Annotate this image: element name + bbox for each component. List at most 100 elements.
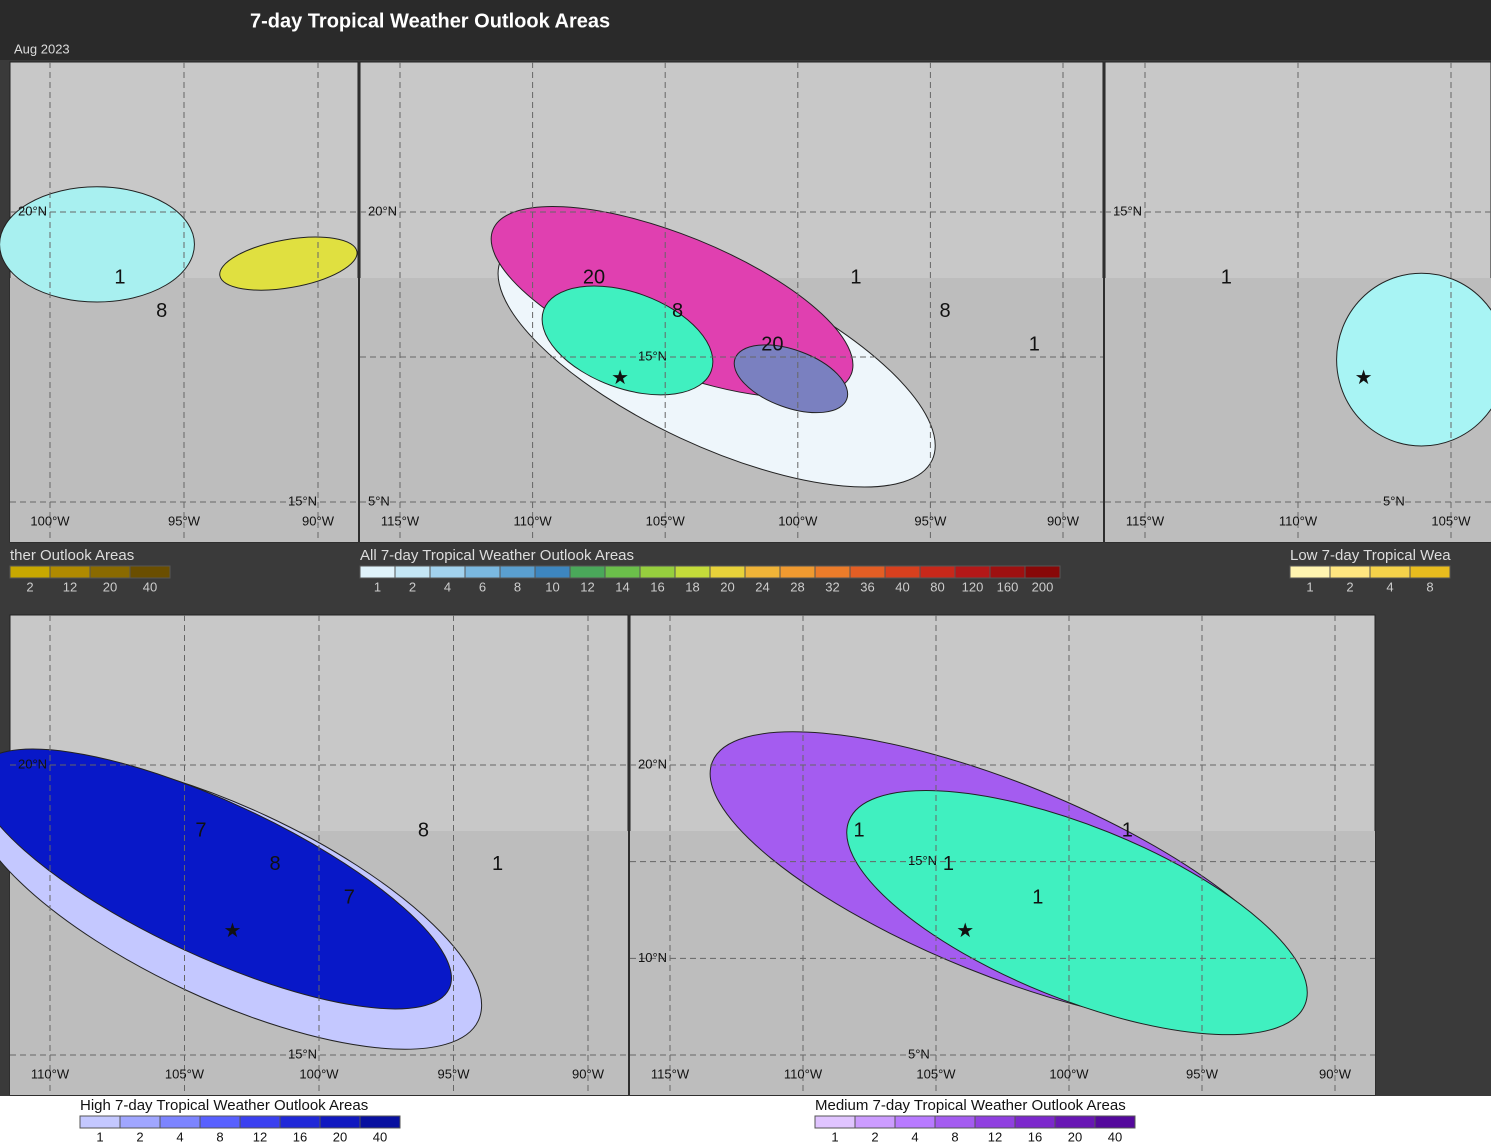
legend-swatch	[279, 1115, 321, 1129]
lon-label: 90°W	[1319, 1066, 1352, 1081]
legend-swatch	[854, 1115, 896, 1129]
legend-label: 12	[580, 579, 594, 594]
legend-swatch	[359, 565, 396, 579]
legend-swatch	[814, 565, 851, 579]
lat-label: 20°N	[18, 203, 47, 218]
contour-label: 7	[344, 886, 355, 908]
legend-label: 16	[1028, 1129, 1042, 1143]
legend-label: 28	[790, 579, 804, 594]
outlook-area	[541, 285, 714, 396]
legend-label: 160	[997, 579, 1019, 594]
legend-label: 8	[1426, 579, 1433, 594]
lon-label: 115°W	[381, 513, 420, 528]
lon-label: 90°W	[572, 1066, 605, 1081]
legend-label: 120	[962, 579, 984, 594]
lon-label: 105°W	[1431, 513, 1471, 528]
legend-label: 40	[373, 1129, 387, 1143]
legend-swatch	[779, 565, 816, 579]
legend-swatch	[1409, 565, 1451, 579]
legend-swatch	[974, 1115, 1016, 1129]
legend-title: ther Outlook Areas	[10, 547, 134, 564]
contour-label: 1	[854, 819, 865, 841]
lat-label: 5°N	[368, 493, 390, 508]
contour-label: 8	[672, 300, 683, 322]
legend-swatch	[1289, 565, 1331, 579]
legend-swatch	[919, 565, 956, 579]
legend-label: 2	[409, 579, 416, 594]
outlook-area	[846, 790, 1308, 1036]
map-panel: ★ 20°N 15°N 5°N 115°W 110°W 105°W 100°W 95°W 90°W…	[359, 61, 1104, 543]
lat-label: 10°N	[638, 950, 667, 965]
legend-label: 10	[545, 579, 559, 594]
lat-label: 15°N	[288, 493, 317, 508]
legend: Low 7-day Tropical Wea 1 2 4 8	[1289, 547, 1451, 594]
outlook-area	[219, 236, 358, 291]
legend-swatch	[239, 1115, 281, 1129]
legend-label: 2	[26, 579, 33, 594]
legend-label: 4	[444, 579, 451, 594]
legend-label: 40	[895, 579, 909, 594]
lon-label: 110°W	[1279, 513, 1318, 528]
contour-label: 8	[940, 300, 951, 322]
legend-swatch	[1329, 565, 1371, 579]
contour-label: 1	[492, 853, 503, 875]
map-panel: ★ 20°N 15°N 10°N 5°N 115°W 110°W 105°W 100°W 95°W…	[629, 614, 1376, 1096]
legend-label: 32	[825, 579, 839, 594]
lon-label: 115°W	[651, 1066, 690, 1081]
lon-label: 100°W	[778, 513, 818, 528]
legend-label: 2	[871, 1129, 878, 1143]
legend-swatch	[1024, 565, 1061, 579]
contour-label: 1	[1221, 266, 1232, 288]
legend-swatch	[744, 565, 781, 579]
contour-label: 1	[943, 853, 954, 875]
legend-label: 1	[831, 1129, 838, 1143]
legend-label: 12	[63, 579, 77, 594]
legend-label: 2	[136, 1129, 143, 1143]
lon-label: 100°W	[1049, 1066, 1089, 1081]
lon-label: 115°W	[1126, 513, 1165, 528]
legend-label: 12	[253, 1129, 267, 1143]
legend-label: 40	[143, 579, 157, 594]
legend-swatch	[159, 1115, 201, 1129]
legend-label: 8	[216, 1129, 223, 1143]
legend-swatch	[199, 1115, 241, 1129]
legend-swatch	[604, 565, 641, 579]
storm-star: ★	[224, 920, 242, 942]
legend-label: 14	[615, 579, 629, 594]
legend: ther Outlook Areas 2 12 20 40	[9, 547, 171, 594]
lat-label: 20°N	[368, 203, 397, 218]
legend-swatch	[319, 1115, 361, 1129]
legend-swatch	[534, 565, 571, 579]
legend-swatch	[9, 565, 51, 579]
lon-label: 90°W	[1047, 513, 1080, 528]
lon-label: 100°W	[299, 1066, 339, 1081]
legend-label: 4	[176, 1129, 183, 1143]
legend-swatch	[989, 565, 1026, 579]
lon-label: 95°W	[438, 1066, 471, 1081]
outlook-area	[0, 186, 195, 303]
contour-label: 7	[195, 819, 206, 841]
legend-swatch	[79, 1115, 121, 1129]
outlook-area	[0, 748, 452, 1010]
legend-label: 1	[96, 1129, 103, 1143]
legend: High 7-day Tropical Weather Outlook Area…	[79, 1097, 401, 1143]
storm-star: ★	[956, 920, 974, 942]
legend-label: 24	[755, 579, 769, 594]
legend-swatch	[884, 565, 921, 579]
contour-label: 1	[1032, 886, 1043, 908]
legend-swatch	[129, 565, 171, 579]
legend-swatch	[934, 1115, 976, 1129]
lat-label: 5°N	[908, 1046, 930, 1061]
legend-swatch	[674, 565, 711, 579]
legend-swatch	[709, 565, 746, 579]
lon-label: 110°W	[513, 513, 552, 528]
legend-label: 4	[1386, 579, 1393, 594]
legend-swatch	[89, 565, 131, 579]
legend-label: 20	[1068, 1129, 1082, 1143]
legend-label: 200	[1032, 579, 1054, 594]
legend-label: 8	[951, 1129, 958, 1143]
legend-label: 16	[650, 579, 664, 594]
legend: All 7-day Tropical Weather Outlook Areas…	[359, 547, 1061, 594]
contour-label: 8	[270, 853, 281, 875]
